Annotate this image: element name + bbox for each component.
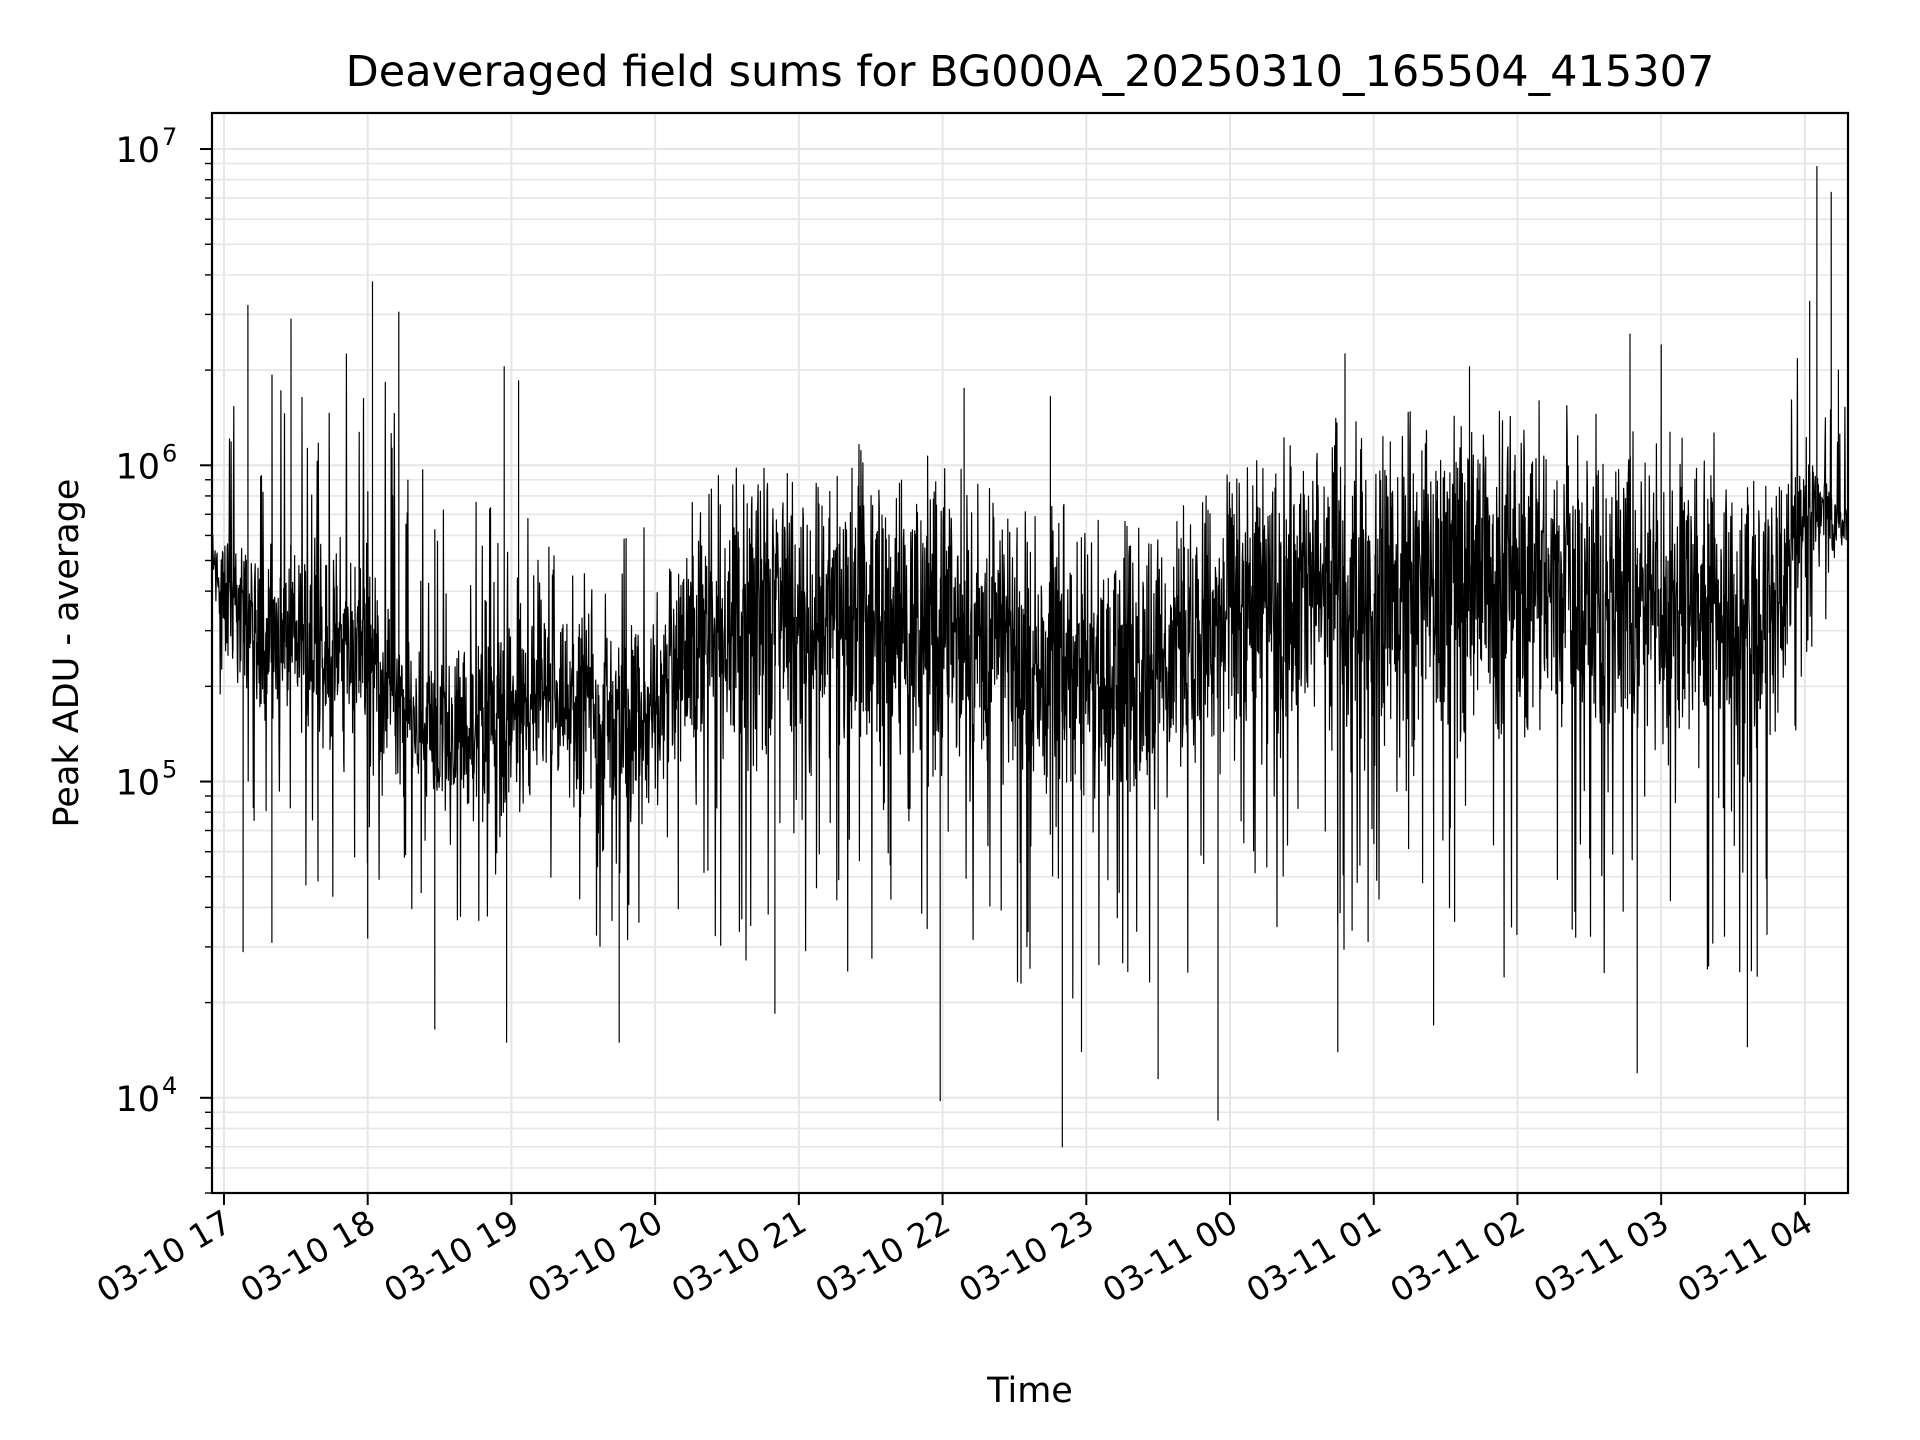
- y-tick-exponent: 5: [162, 756, 177, 784]
- chart-title: Deaveraged field sums for BG000A_2025031…: [346, 47, 1715, 97]
- series-line: [212, 166, 1848, 1148]
- y-tick-label: 10: [115, 131, 160, 171]
- y-tick-label: 10: [115, 447, 160, 487]
- y-tick-exponent: 4: [162, 1072, 177, 1100]
- y-tick-exponent: 7: [162, 123, 177, 151]
- y-tick-label: 10: [115, 764, 160, 804]
- y-tick-exponent: 6: [162, 439, 177, 467]
- y-tick-label: 10: [115, 1080, 160, 1120]
- plot-frame: [210, 111, 1850, 1195]
- x-axis-label: Time: [986, 1371, 1073, 1411]
- y-axis-label: Peak ADU - average: [47, 479, 87, 828]
